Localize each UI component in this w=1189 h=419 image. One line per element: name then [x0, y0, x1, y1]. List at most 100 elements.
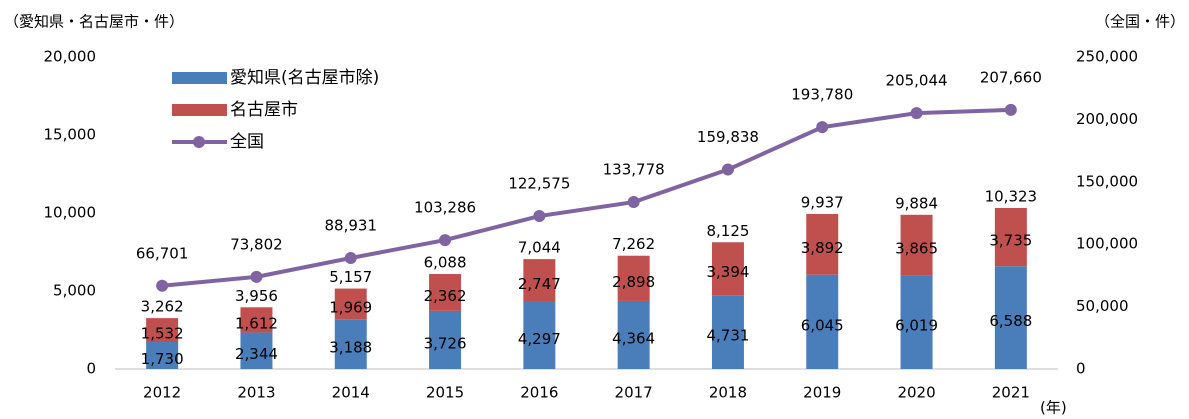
line-marker	[910, 107, 923, 120]
line-label: 205,044	[886, 72, 948, 90]
value-label: 3,865	[895, 239, 938, 257]
y2-tick-label: 200,000	[1076, 110, 1138, 128]
total-label: 9,884	[895, 194, 938, 212]
y2-tick-label: 150,000	[1076, 172, 1138, 190]
bar-segment	[900, 275, 933, 369]
line-marker	[1004, 103, 1017, 116]
line-label: 73,802	[230, 235, 283, 253]
y-tick-label: 15,000	[44, 126, 97, 144]
total-label: 9,937	[801, 193, 844, 211]
line-marker	[250, 270, 263, 283]
bar-segment	[994, 207, 1027, 267]
legend-swatch	[193, 136, 205, 148]
x-tick-label: 2012	[143, 384, 181, 402]
y-tick-label: 10,000	[44, 204, 97, 222]
total-label: 3,262	[141, 298, 184, 316]
legend-swatch	[172, 104, 227, 116]
value-label: 6,045	[801, 316, 844, 334]
y-tick-label: 5,000	[53, 282, 96, 300]
line-marker	[156, 279, 169, 292]
x-tick-label: 2017	[615, 384, 653, 402]
bar-segment	[994, 266, 1027, 369]
x-tick-label: 2018	[709, 384, 747, 402]
legend-label: 名古屋市	[230, 100, 298, 120]
total-label: 5,157	[329, 268, 372, 286]
value-label: 3,394	[706, 263, 749, 281]
y2-tick-label: 0	[1076, 360, 1086, 378]
value-label: 4,364	[612, 329, 655, 347]
y-axis-title: （愛知県・名古屋市・件）	[4, 13, 184, 31]
value-label: 2,747	[518, 275, 561, 293]
x-tick-label: 2020	[897, 384, 935, 402]
bar-segment	[240, 332, 273, 369]
bar-segment	[523, 259, 556, 302]
line-marker	[344, 252, 357, 265]
y-tick-label: 0	[86, 360, 96, 378]
value-label: 4,731	[706, 327, 749, 345]
bar-segment	[900, 214, 933, 276]
y2-tick-label: 100,000	[1076, 235, 1138, 253]
value-label: 3,726	[424, 334, 467, 352]
bar-segment	[429, 310, 462, 369]
x-tick-label: 2013	[237, 384, 275, 402]
y-tick-label: 20,000	[44, 48, 97, 66]
value-label: 3,735	[989, 232, 1032, 250]
value-label: 2,344	[235, 345, 278, 363]
line	[161, 107, 1011, 288]
total-label: 6,088	[424, 254, 467, 272]
bar-segment	[711, 242, 744, 296]
total-label: 10,323	[985, 187, 1038, 205]
bar-segment	[711, 295, 744, 369]
bar-segment	[334, 319, 367, 369]
line-label: 88,931	[325, 217, 378, 235]
legend-label: 全国	[230, 132, 264, 152]
value-label: 1,532	[141, 325, 184, 343]
y2-axis-title: （全国・件）	[1095, 13, 1185, 31]
bar-segment	[240, 307, 273, 333]
line-label: 207,660	[980, 68, 1042, 86]
value-label: 4,297	[518, 330, 561, 348]
line-label: 103,286	[414, 199, 476, 217]
value-label: 6,588	[989, 312, 1032, 330]
bar-segment	[617, 300, 650, 369]
bar-segment	[429, 274, 462, 311]
bar-segment	[806, 213, 839, 275]
x-tick-label: 2016	[520, 384, 558, 402]
y2-tick-label: 250,000	[1076, 48, 1138, 66]
bar-segment	[146, 318, 179, 343]
x-tick-label: 2014	[332, 384, 370, 402]
line-label: 66,701	[136, 244, 189, 262]
line-label: 159,838	[697, 128, 759, 146]
line-label: 122,575	[508, 175, 570, 193]
total-label: 7,262	[612, 235, 655, 253]
x-tick-label: 2019	[803, 384, 841, 402]
x-axis-title: (年)	[1040, 399, 1067, 417]
total-label: 8,125	[706, 222, 749, 240]
total-label: 3,956	[235, 287, 278, 305]
total-label: 7,044	[518, 239, 561, 257]
x-tick-label: 2015	[426, 384, 464, 402]
line-marker	[439, 234, 452, 247]
line-label: 193,780	[791, 86, 853, 104]
value-label: 2,362	[424, 287, 467, 305]
line-label: 133,778	[603, 161, 665, 179]
value-label: 6,019	[895, 317, 938, 335]
line-marker	[721, 163, 734, 176]
value-label: 3,892	[801, 239, 844, 257]
bar-segment	[617, 255, 650, 301]
line-marker	[533, 210, 546, 223]
bar-segment	[523, 301, 556, 369]
legend-swatch	[172, 72, 227, 84]
line-marker	[627, 196, 640, 209]
value-label: 1,730	[141, 350, 184, 368]
value-label: 2,898	[612, 273, 655, 291]
bar-segment	[806, 274, 839, 369]
value-label: 3,188	[329, 339, 372, 357]
value-label: 1,969	[329, 298, 372, 316]
bar-segment	[334, 288, 367, 320]
x-tick-label: 2021	[992, 384, 1030, 402]
y2-tick-label: 50,000	[1076, 297, 1129, 315]
legend-label: 愛知県(名古屋市除)	[230, 68, 379, 88]
line-marker	[816, 121, 829, 134]
